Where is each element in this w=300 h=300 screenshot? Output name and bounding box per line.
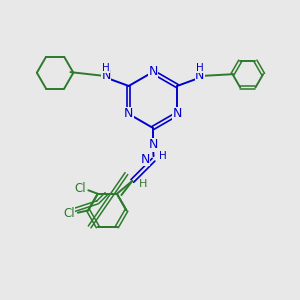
Text: N: N — [124, 107, 134, 120]
Text: N: N — [148, 139, 158, 152]
Text: Cl: Cl — [63, 207, 75, 220]
Text: H: H — [102, 63, 110, 73]
Text: N: N — [148, 65, 158, 79]
Text: H: H — [159, 151, 167, 161]
Text: N: N — [141, 153, 150, 166]
Text: N: N — [195, 69, 205, 82]
Text: N: N — [101, 69, 111, 82]
Text: H: H — [196, 63, 204, 73]
Text: N: N — [172, 107, 182, 120]
Text: Cl: Cl — [74, 182, 86, 195]
Text: H: H — [139, 179, 147, 189]
